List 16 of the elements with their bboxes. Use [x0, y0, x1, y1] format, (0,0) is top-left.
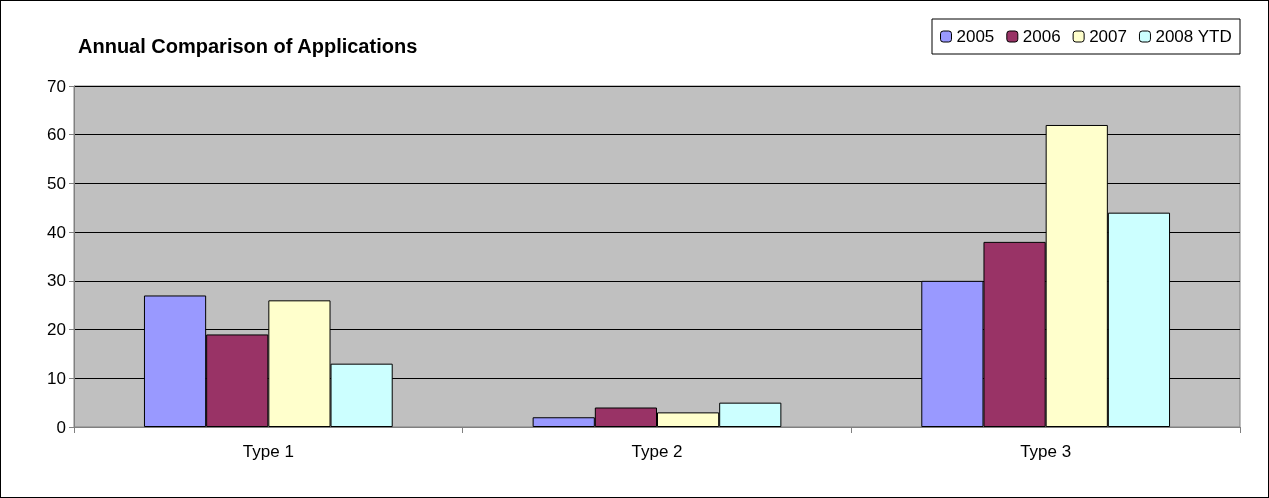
legend-label: 2008 YTD — [1155, 27, 1232, 46]
y-tick-label: 70 — [47, 76, 66, 96]
y-tick-label: 10 — [47, 368, 66, 388]
x-tick-label: Type 1 — [242, 442, 294, 461]
legend-label: 2006 — [1022, 27, 1061, 46]
x-tick-label: Type 3 — [1020, 442, 1072, 461]
y-tick-label: 30 — [47, 271, 66, 291]
chart-title: Annual Comparison of Applications — [78, 35, 418, 57]
y-tick-label: 40 — [47, 222, 66, 242]
legend-label: 2007 — [1089, 27, 1127, 46]
x-tick-label: Type 2 — [631, 442, 683, 461]
y-tick-label: 20 — [47, 320, 66, 340]
y-tick-label: 0 — [56, 417, 66, 437]
legend-label: 2005 — [956, 27, 995, 46]
y-tick-label: 60 — [47, 125, 66, 145]
y-tick-label: 50 — [47, 173, 66, 193]
